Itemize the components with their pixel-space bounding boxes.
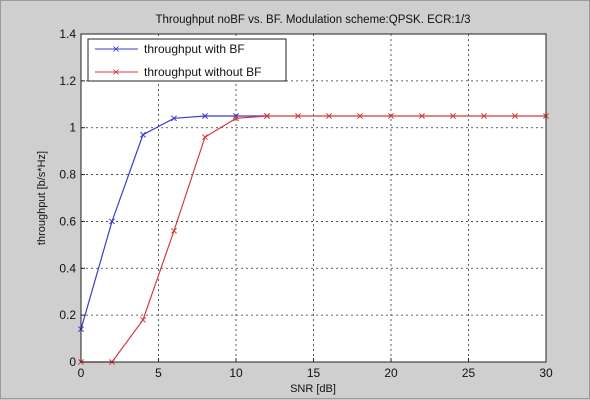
y-tick-label: 1.2	[59, 74, 76, 88]
y-tick-label: 0.2	[59, 308, 76, 322]
data-point	[171, 227, 177, 234]
data-point	[140, 316, 146, 323]
data-point	[140, 131, 146, 138]
data-point	[357, 113, 363, 119]
x-axis-label: SNR [dB]	[290, 383, 336, 395]
y-tick-label: 0.6	[59, 214, 76, 228]
legend: × throughput with BF × throughput withou…	[87, 38, 287, 82]
y-tick-label: 0.8	[59, 168, 76, 182]
y-tick-label: 0.4	[59, 261, 76, 275]
data-point	[450, 113, 456, 119]
data-point	[326, 113, 332, 119]
data-point	[295, 113, 301, 119]
data-point	[109, 218, 115, 225]
legend-box	[87, 38, 287, 82]
data-point	[512, 113, 518, 119]
data-point	[233, 115, 239, 122]
legend-label-without-bf: throughput without BF	[144, 65, 261, 79]
y-tick-label: 1.4	[59, 27, 76, 41]
chart-title: Throughput noBF vs. BF. Modulation schem…	[155, 14, 470, 26]
data-point	[481, 113, 487, 119]
y-axis-label: throughput [b/s*Hz]	[36, 151, 48, 245]
series-without-bf	[78, 113, 549, 365]
y-tick-label: 1	[69, 121, 76, 135]
x-tick-label: 15	[307, 366, 321, 380]
data-point	[202, 113, 208, 119]
plot-area	[81, 34, 546, 362]
x-tick-label: 0	[78, 366, 85, 380]
x-tick-label: 25	[462, 366, 476, 380]
data-point	[171, 115, 177, 122]
x-tick-label: 10	[229, 366, 243, 380]
x-tick-label: 20	[384, 366, 398, 380]
legend-marker-with-bf: ×	[112, 44, 120, 55]
x-ticks: 0 5 10 15 20 25 30	[78, 358, 553, 380]
data-point	[419, 113, 425, 119]
legend-label-with-bf: throughput with BF	[144, 42, 245, 56]
y-tick-label: 0	[69, 355, 76, 369]
series-line	[81, 115, 546, 363]
x-tick-label: 5	[155, 366, 162, 380]
data-point	[202, 134, 208, 141]
y-ticks: 0 0.2 0.4 0.6 0.8 1 1.2 1.4	[59, 27, 85, 369]
legend-marker-without-bf: ×	[112, 67, 120, 78]
data-point	[264, 113, 270, 119]
series-layer	[78, 113, 549, 365]
data-point	[388, 113, 394, 119]
x-tick-label: 30	[539, 366, 553, 380]
